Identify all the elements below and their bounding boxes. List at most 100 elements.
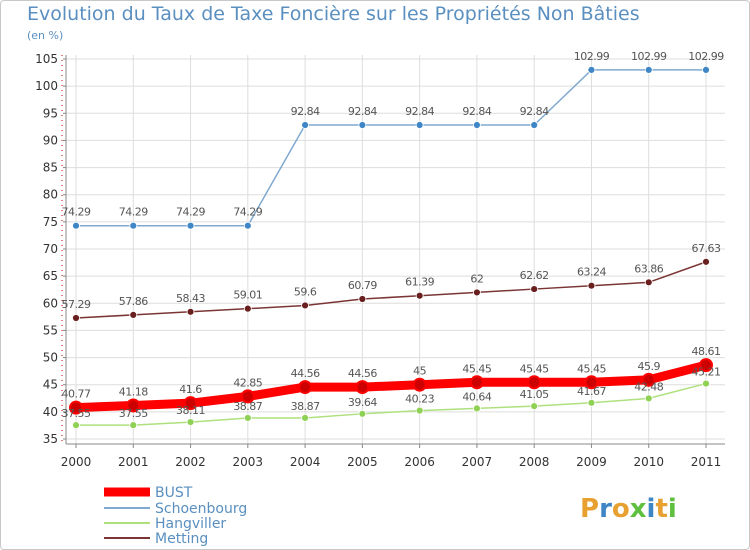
point-bust-2006 xyxy=(412,377,427,392)
data-label-metting: 60.79 xyxy=(348,279,377,292)
point-hangviller-2005 xyxy=(358,409,367,418)
data-label-bust: 45 xyxy=(413,365,426,378)
data-label-metting: 62.62 xyxy=(520,269,549,282)
data-label-schoenbourg: 92.84 xyxy=(462,105,491,118)
y-tick-label: 45 xyxy=(43,378,58,392)
series-line-bust xyxy=(71,360,711,413)
data-label-bust: 45.9 xyxy=(637,360,660,373)
data-label-bust: 45.45 xyxy=(577,362,606,375)
logo-letter: r xyxy=(599,494,612,524)
series-line-schoenbourg xyxy=(75,69,707,227)
point-metting-2011 xyxy=(702,257,710,266)
y-tick-label: 65 xyxy=(43,269,58,283)
point-schoenbourg-2005 xyxy=(358,121,367,129)
data-label-bust: 44.56 xyxy=(291,367,320,380)
data-label-schoenbourg: 92.84 xyxy=(520,105,549,118)
data-label-metting: 58.43 xyxy=(176,292,205,305)
data-label-hangviller: 41.67 xyxy=(577,385,606,398)
legend-label-schoenbourg: Schoenbourg xyxy=(155,501,247,517)
axes: 35 40 45 50 55 60 65 70 75 80 85 90 95 100 105 2000 2001… xyxy=(35,52,725,469)
y-tick-label: 35 xyxy=(43,432,58,446)
point-hangviller-2007 xyxy=(473,404,481,413)
point-schoenbourg-2000 xyxy=(72,221,80,230)
point-bust-2001 xyxy=(126,398,141,413)
data-label-metting: 63.24 xyxy=(577,266,606,279)
y-tick-label: 105 xyxy=(35,52,58,66)
data-label-metting: 63.86 xyxy=(634,262,663,275)
point-hangviller-2011 xyxy=(702,379,710,388)
x-tick-label: 2009 xyxy=(576,455,607,469)
data-label-hangviller: 38.11 xyxy=(176,404,205,417)
data-label-hangviller: 40.23 xyxy=(405,393,434,406)
x-tick-label: 2004 xyxy=(290,455,321,469)
point-schoenbourg-2007 xyxy=(473,121,481,129)
logo-letter: P xyxy=(580,494,599,524)
data-label-hangviller: 38.87 xyxy=(233,400,262,413)
data-label-schoenbourg: 92.84 xyxy=(291,105,320,118)
point-hangviller-2003 xyxy=(243,414,252,422)
data-label-hangviller: 40.64 xyxy=(462,390,491,403)
data-label-bust: 41.6 xyxy=(179,383,202,396)
point-metting-2004 xyxy=(301,301,309,310)
x-tick-label: 2007 xyxy=(462,455,493,469)
data-label-metting: 57.86 xyxy=(119,295,148,308)
data-label-metting: 67.63 xyxy=(692,242,721,255)
y-tick-label: 50 xyxy=(43,351,58,365)
point-hangviller-2001 xyxy=(129,421,138,430)
point-metting-2008 xyxy=(530,285,539,293)
point-bust-2008 xyxy=(527,375,542,390)
point-schoenbourg-2004 xyxy=(301,121,309,129)
point-bust-2010 xyxy=(641,372,656,387)
series-lines xyxy=(69,66,713,430)
point-schoenbourg-2003 xyxy=(243,221,252,230)
y-tick-label: 90 xyxy=(43,133,58,147)
logo-letter: i xyxy=(647,494,656,524)
data-label-schoenbourg: 74.29 xyxy=(233,206,262,219)
data-labels: 40.77 41.18 41.6 42.85 44.56 44.56 45 45.45 45.4… xyxy=(62,50,725,420)
series-line-hangviller xyxy=(75,382,707,426)
data-label-schoenbourg: 74.29 xyxy=(119,206,148,219)
chart-subtitle: (en %) xyxy=(27,29,64,42)
logo-letter: i xyxy=(668,494,677,524)
x-tick-label: 2005 xyxy=(347,455,378,469)
point-bust-2000 xyxy=(69,400,83,415)
logo-letter: x xyxy=(630,494,647,524)
data-label-schoenbourg: 102.99 xyxy=(631,50,667,63)
data-label-schoenbourg: 92.84 xyxy=(405,105,434,118)
logo-letter: o xyxy=(612,494,630,524)
point-hangviller-2006 xyxy=(415,406,424,415)
point-hangviller-2000 xyxy=(72,421,80,430)
point-metting-2006 xyxy=(415,291,424,300)
y-tick-label: 55 xyxy=(43,323,58,337)
point-metting-2007 xyxy=(473,288,481,297)
data-label-metting: 59.01 xyxy=(233,289,262,302)
x-tick-label: 2002 xyxy=(175,455,206,469)
point-hangviller-2004 xyxy=(301,414,309,422)
point-hangviller-2002 xyxy=(186,418,195,427)
x-tick-label: 2008 xyxy=(519,455,550,469)
data-label-metting: 59.6 xyxy=(294,285,317,298)
legend-label-hangviller: Hangviller xyxy=(155,516,226,532)
data-label-schoenbourg: 102.99 xyxy=(688,50,724,63)
y-tick-label: 60 xyxy=(43,296,58,310)
point-metting-2002 xyxy=(186,307,195,316)
data-label-bust: 44.56 xyxy=(348,367,377,380)
data-label-schoenbourg: 74.29 xyxy=(176,206,205,219)
point-bust-2004 xyxy=(298,380,313,395)
point-schoenbourg-2008 xyxy=(530,121,539,129)
point-schoenbourg-2002 xyxy=(186,221,195,230)
data-label-bust: 40.77 xyxy=(62,388,91,401)
data-label-hangviller: 45.21 xyxy=(692,366,721,379)
x-tick-label: 2006 xyxy=(404,455,435,469)
point-bust-2003 xyxy=(240,389,255,404)
point-bust-2011 xyxy=(699,358,713,373)
y-tick-label: 80 xyxy=(43,188,58,202)
data-label-hangviller: 42.48 xyxy=(634,380,663,393)
point-hangviller-2010 xyxy=(644,394,653,403)
point-bust-2002 xyxy=(183,396,198,411)
point-metting-2001 xyxy=(129,311,138,319)
chart-title: Evolution du Taux de Taxe Foncière sur l… xyxy=(27,3,640,25)
point-schoenbourg-2011 xyxy=(702,66,710,74)
